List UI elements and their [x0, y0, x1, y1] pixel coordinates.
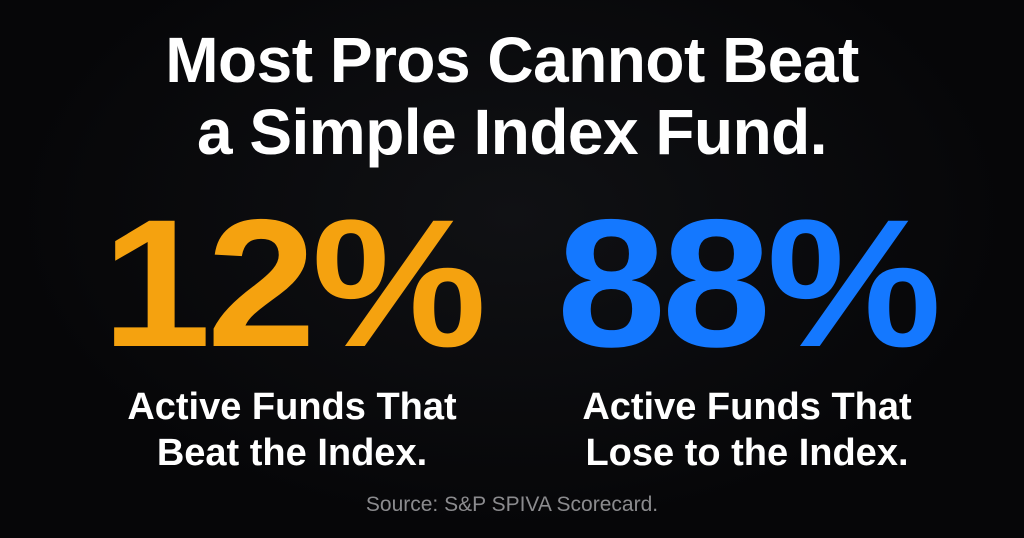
stat-caption-lose: Active Funds That Lose to the Index. — [512, 384, 982, 476]
stat-value-12-percent: 12% — [101, 181, 487, 385]
stat-caption-lose-line-1: Active Funds That — [582, 386, 912, 428]
headline-line-1: Most Pros Cannot Beat — [165, 24, 859, 96]
stat-beat-index: 12% Active Funds That Beat the Index. — [62, 192, 522, 476]
stat-caption-lose-line-2: Lose to the Index. — [585, 432, 909, 474]
stat-value-88-percent: 88% — [556, 181, 942, 385]
source-note: Source: S&P SPIVA Scorecard. — [365, 493, 659, 516]
headline-line-2: a Simple Index Fund. — [196, 96, 828, 168]
stat-lose-to-index: 88% Active Funds That Lose to the Index. — [512, 192, 982, 476]
headline: Most Pros Cannot Beat a Simple Index Fun… — [0, 24, 1024, 168]
stat-caption-beat-line-1: Active Funds That — [127, 386, 457, 428]
stat-caption-beat-line-2: Beat the Index. — [156, 432, 428, 474]
stat-caption-beat: Active Funds That Beat the Index. — [62, 384, 522, 476]
